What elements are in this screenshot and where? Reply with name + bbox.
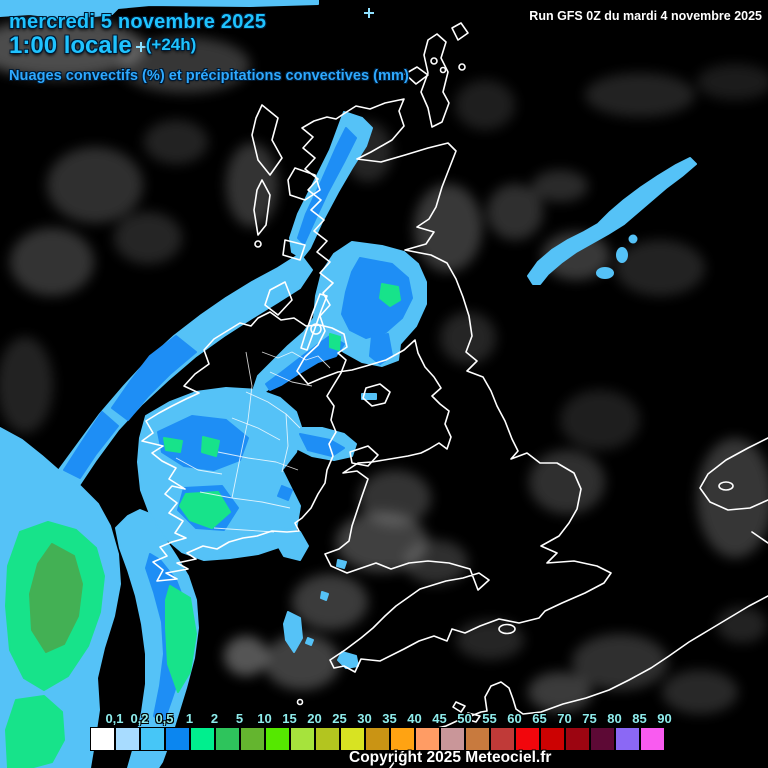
scale-label: 0,1 [105,711,124,726]
scale-label: 85 [632,711,647,726]
scale-label: 70 [557,711,572,726]
time-row: 1:00 locale (+24h) [9,32,196,60]
scale-box [490,727,515,751]
scale-label: 20 [307,711,322,726]
scale-label: 60 [507,711,522,726]
scale-box [440,727,465,751]
scale-box [565,727,590,751]
scale-label: 1 [185,711,194,726]
scale-box [90,727,115,751]
map-subtitle: Nuages convectifs (%) et précipitations … [9,68,409,84]
scale-label: 5 [235,711,244,726]
scale-boxes [90,727,665,751]
scale-box [290,727,315,751]
scale-box [415,727,440,751]
forecast-offset-label: (+24h) [145,35,197,54]
scale-label: 30 [357,711,372,726]
scale-labels: 0,1 0,2 0,5 1 2 5 10 15 20 25 30 35 40 45 50 55 60 65 70 75… [90,710,671,727]
copyright-label: Copyright 2025 Meteociel.fr [349,749,552,766]
scale-label: 75 [582,711,597,726]
graticule-marks [136,8,374,52]
run-info-label: Run GFS 0Z du mardi 4 novembre 2025 [529,9,762,23]
date-label: mercredi 5 novembre 2025 [9,11,267,33]
scale-box [640,727,665,751]
scale-box [265,727,290,751]
scale-box [165,727,190,751]
scale-box [190,727,215,751]
precip-color-scale: 0,1 0,2 0,5 1 2 5 10 15 20 25 30 35 40 45 50 55 60 65 70 75… [90,710,672,751]
scale-box [540,727,565,751]
scale-label: 80 [607,711,622,726]
scale-box [315,727,340,751]
scale-box [515,727,540,751]
scale-box [240,727,265,751]
scale-label: 55 [482,711,497,726]
time-label: 1:00 locale [9,32,132,59]
scale-box [115,727,140,751]
scale-label: 65 [532,711,547,726]
scale-label: 0,2 [130,711,149,726]
scale-label: 35 [382,711,397,726]
scale-label: 15 [282,711,297,726]
scale-label: 2 [210,711,219,726]
scale-box [465,727,490,751]
scale-box [615,727,640,751]
scale-box [365,727,390,751]
scale-box [390,727,415,751]
scale-label: 10 [257,711,272,726]
scale-box [215,727,240,751]
coastline-layer [141,22,768,768]
scale-label: 0,5 [155,711,174,726]
scale-label: 40 [407,711,422,726]
scale-box [340,727,365,751]
scale-label: 50 [457,711,472,726]
scale-label: 25 [332,711,347,726]
scale-box [590,727,615,751]
scale-label: 90 [657,711,672,726]
scale-box [140,727,165,751]
scale-label: 45 [432,711,447,726]
